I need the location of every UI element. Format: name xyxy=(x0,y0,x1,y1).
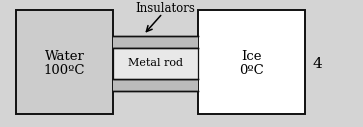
Bar xyxy=(16,10,113,114)
Bar xyxy=(113,48,198,79)
Text: Water
100ºC: Water 100ºC xyxy=(44,50,85,77)
Text: Ice
0ºC: Ice 0ºC xyxy=(239,50,264,77)
Bar xyxy=(113,36,198,91)
Text: Insulators: Insulators xyxy=(135,2,195,15)
Text: Metal rod: Metal rod xyxy=(127,59,183,68)
Bar xyxy=(198,10,305,114)
Text: 4: 4 xyxy=(313,57,322,70)
